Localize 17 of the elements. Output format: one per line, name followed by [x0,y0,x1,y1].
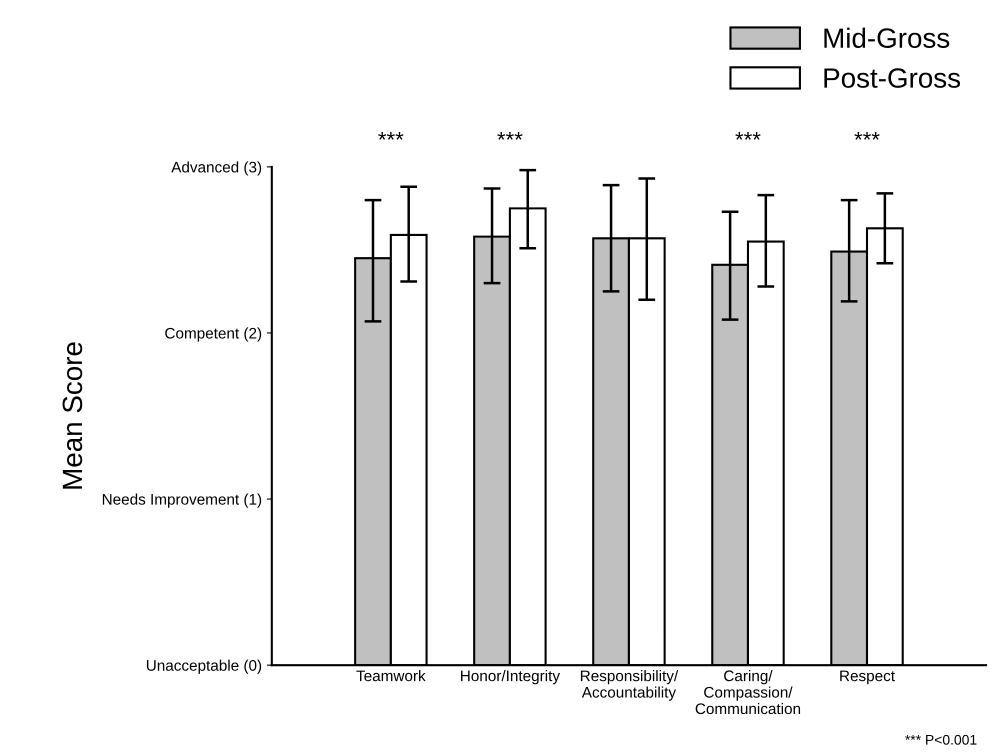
x-tick-label: Honor/Integrity [461,670,560,684]
y-tick-label: Needs Improvement (1) [102,494,262,508]
legend-label: Post-Gross [824,68,960,88]
legend-label: Mid-Gross [824,28,950,48]
x-tick-label: Teamwork [356,670,426,682]
x-tick-label: Responsibility/ Accountability [580,670,678,701]
y-axis-title: Mean Score [62,342,82,489]
text: *** [854,132,880,140]
text: *** [497,132,523,140]
text: *** P<0.001 [905,734,976,745]
y-tick-label: Competent (2) [165,327,262,342]
text: *** [735,132,761,140]
y-tick-label: Advanced (3) [171,161,262,176]
x-tick-label: Caring/ Compassion/ Communication [696,670,800,714]
text: *** [378,132,404,140]
x-tick-label: Respect [840,670,895,684]
y-tick-label: Unacceptable (0) [146,660,262,674]
